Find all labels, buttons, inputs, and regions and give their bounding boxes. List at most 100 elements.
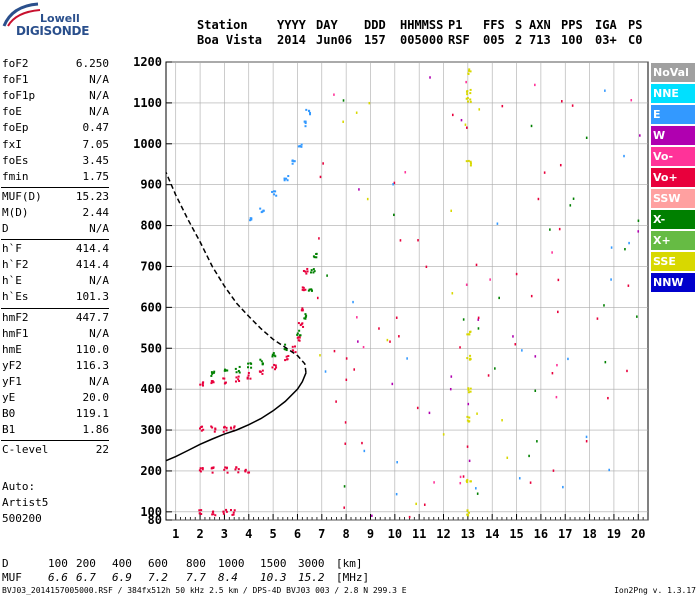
noise-point: [569, 204, 572, 207]
muf-value: 8.4: [218, 571, 238, 584]
param-value: 2.44: [82, 205, 110, 219]
noise-point: [423, 503, 426, 506]
series-point: [298, 336, 301, 339]
series-point: [226, 471, 229, 474]
noise-point: [356, 316, 358, 319]
plot-area: [165, 61, 649, 521]
noise-point: [318, 237, 320, 240]
noise-point: [476, 492, 479, 495]
header-label-5: P1: [448, 18, 463, 32]
logo: Lowell DIGISONDE: [2, 2, 102, 42]
series-point: [275, 366, 278, 369]
param-row: yE 20.0: [1, 390, 109, 406]
noise-point: [537, 197, 540, 201]
series-point: [294, 345, 297, 348]
param-name: foF1p: [2, 89, 36, 103]
param-name: fxI: [2, 137, 22, 151]
series-point: [465, 160, 468, 163]
y-tick-label: 1200: [133, 55, 162, 69]
noise-point: [514, 343, 517, 346]
param-name: M(D): [2, 205, 29, 219]
noise-point: [451, 292, 454, 295]
series-point: [304, 317, 307, 320]
noise-point: [501, 104, 504, 108]
legend-item: NoVal: [651, 63, 695, 82]
noise-point: [428, 411, 431, 415]
distance-value: 1500: [260, 557, 287, 570]
profile-dashed: [165, 172, 307, 373]
series-point: [211, 513, 214, 516]
noise-point: [639, 134, 641, 137]
series-point: [224, 381, 227, 384]
param-value: 0.47: [82, 121, 110, 135]
series-point: [198, 509, 201, 512]
noise-point: [467, 402, 470, 406]
series-point: [271, 366, 274, 369]
noise-point: [607, 396, 609, 400]
series-point: [283, 179, 286, 182]
noise-point: [451, 113, 454, 117]
param-row: MUF(D) 15.23: [1, 189, 109, 205]
param-value: 447.7: [75, 310, 109, 324]
noise-point: [378, 327, 380, 330]
separator: [1, 239, 109, 241]
series-point: [466, 481, 469, 484]
noise-point: [610, 246, 613, 249]
series-point: [467, 387, 470, 390]
noise-point: [477, 318, 480, 321]
series-point: [199, 467, 202, 470]
x-tick-label: 13: [461, 527, 475, 541]
logo-line1: Lowell: [40, 12, 80, 25]
y-tick-label: 1000: [133, 137, 162, 151]
header-value-1: 2014: [277, 33, 306, 47]
series-point: [469, 88, 472, 91]
noise-point: [475, 263, 478, 267]
series-point: [223, 425, 226, 428]
noise-point: [551, 371, 554, 375]
series-point: [297, 336, 300, 339]
series-point: [466, 415, 469, 418]
series-point: [235, 376, 238, 379]
noise-point: [342, 99, 345, 102]
noise-point: [408, 515, 411, 519]
param-name: foF1: [2, 73, 29, 87]
legend-item: Vo-: [651, 147, 695, 166]
noise-point: [319, 175, 322, 179]
series-point: [285, 349, 288, 352]
series-point: [466, 93, 469, 96]
noise-point: [515, 272, 518, 276]
series-point: [305, 108, 308, 111]
series-point: [259, 207, 262, 210]
legend-item: Vo+: [651, 168, 695, 187]
series-point: [465, 480, 468, 483]
series-point: [244, 469, 247, 472]
noise-point: [459, 475, 462, 479]
series-point: [210, 382, 213, 385]
noise-point: [344, 442, 347, 445]
header-label-8: AXN: [529, 18, 551, 32]
series-point: [210, 371, 213, 374]
series-point: [222, 377, 225, 380]
noise-point: [450, 375, 453, 378]
noise-point: [536, 440, 538, 443]
header-label-9: PPS: [561, 18, 583, 32]
noise-point: [637, 219, 640, 222]
noise-point: [324, 370, 327, 373]
series-point: [237, 375, 240, 378]
series-point: [469, 98, 472, 101]
series-point: [260, 211, 263, 214]
x-tick-label: 11: [412, 527, 426, 541]
series-point: [225, 510, 228, 513]
series-point: [304, 122, 307, 125]
noise-point: [442, 433, 445, 436]
series-point: [249, 219, 252, 222]
x-tick-label: 1: [172, 527, 179, 541]
series-point: [273, 193, 276, 196]
series-point: [469, 480, 472, 483]
noise-point: [460, 118, 463, 122]
noise-point: [368, 101, 371, 105]
series-point: [307, 109, 310, 112]
series-point: [247, 371, 250, 374]
noise-point: [450, 209, 453, 213]
series-point: [313, 270, 316, 273]
